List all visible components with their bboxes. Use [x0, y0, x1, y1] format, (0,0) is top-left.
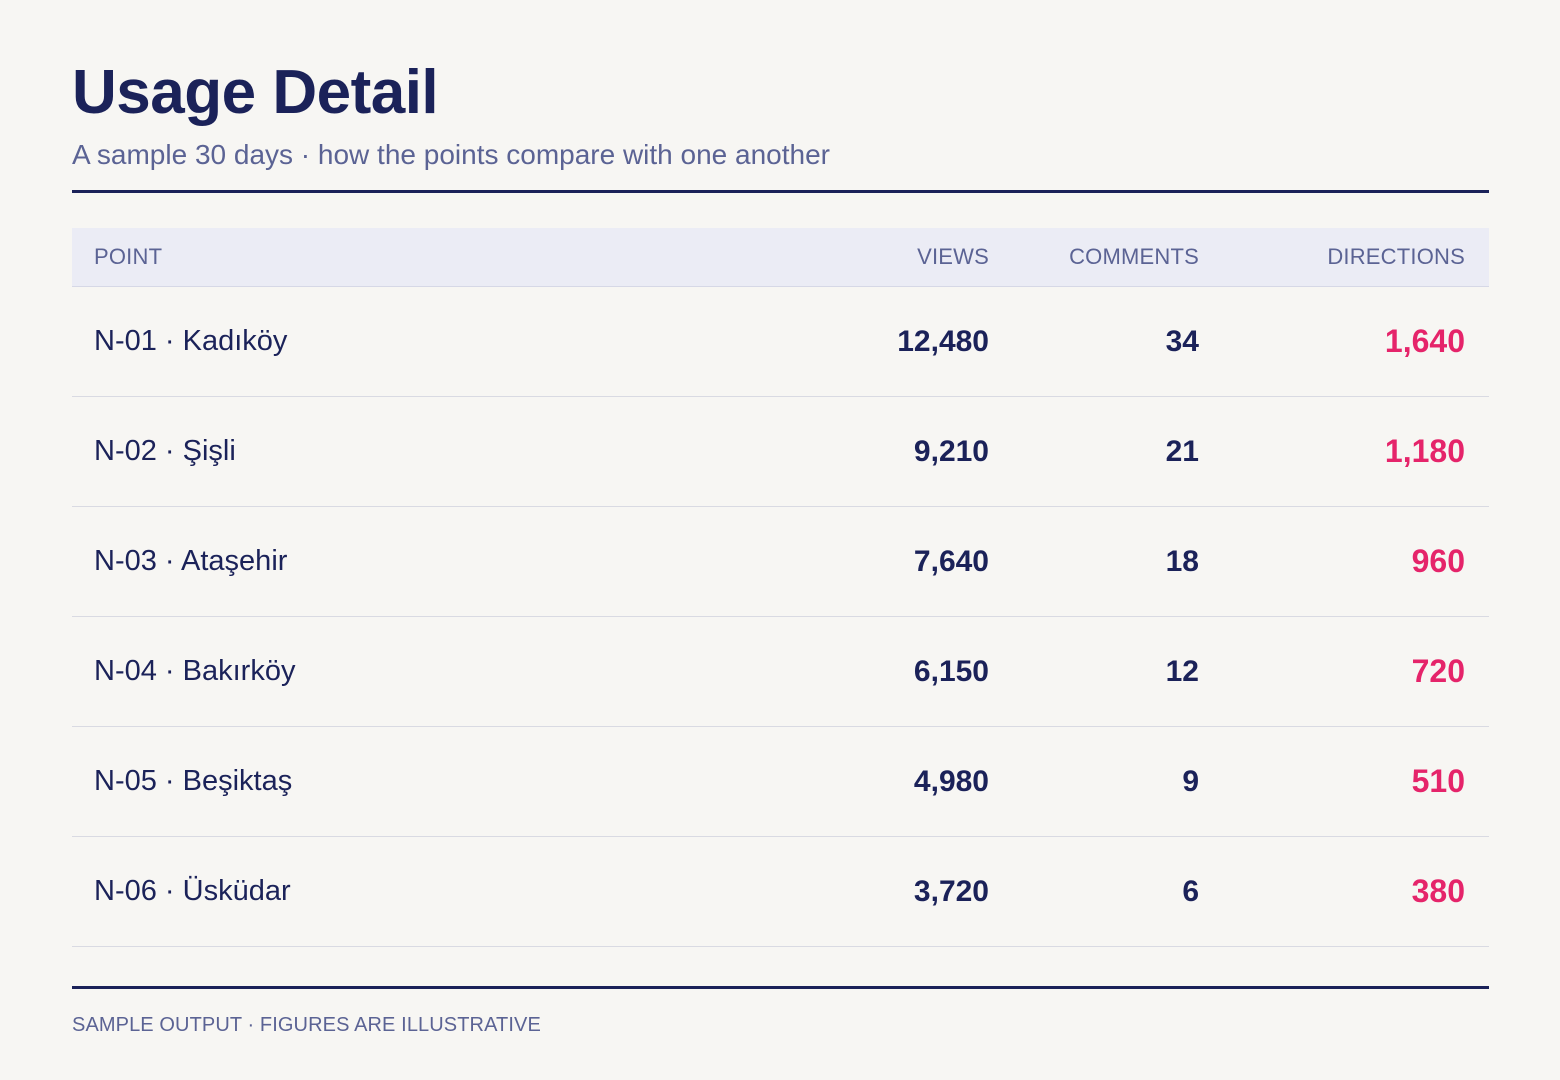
top-divider — [72, 190, 1489, 193]
column-header-point: POINT — [72, 228, 754, 287]
table-row: N-04 · Bakırköy 6,150 12 720 — [72, 616, 1489, 727]
cell-comments: 18 — [989, 506, 1199, 617]
table-row: N-02 · Şişli 9,210 21 1,180 — [72, 396, 1489, 507]
column-header-views: VIEWS — [754, 228, 989, 287]
column-header-directions: DIRECTIONS — [1199, 228, 1489, 287]
cell-comments: 21 — [989, 396, 1199, 507]
cell-views: 9,210 — [754, 396, 989, 507]
footnote: SAMPLE OUTPUT · FIGURES ARE ILLUSTRATIVE — [72, 1014, 541, 1036]
cell-comments: 6 — [989, 836, 1199, 947]
table-row: N-01 · Kadıköy 12,480 34 1,640 — [72, 286, 1489, 397]
cell-point: N-05 · Beşiktaş — [72, 726, 754, 837]
cell-directions: 380 — [1199, 836, 1489, 947]
cell-directions: 960 — [1199, 506, 1489, 617]
column-header-comments: COMMENTS — [989, 228, 1199, 287]
cell-point: N-03 · Ataşehir — [72, 506, 754, 617]
cell-comments: 12 — [989, 616, 1199, 727]
cell-directions: 510 — [1199, 726, 1489, 837]
cell-views: 7,640 — [754, 506, 989, 617]
table-row: N-06 · Üsküdar 3,720 6 380 — [72, 836, 1489, 947]
cell-point: N-04 · Bakırköy — [72, 616, 754, 727]
cell-comments: 34 — [989, 286, 1199, 397]
table-header: POINT VIEWS COMMENTS DIRECTIONS — [72, 228, 1489, 287]
table-row: N-03 · Ataşehir 7,640 18 960 — [72, 506, 1489, 617]
page-title: Usage Detail — [72, 58, 439, 127]
cell-comments: 9 — [989, 726, 1199, 837]
cell-views: 12,480 — [754, 286, 989, 397]
cell-point: N-02 · Şişli — [72, 396, 754, 507]
cell-views: 3,720 — [754, 836, 989, 947]
cell-directions: 1,640 — [1199, 286, 1489, 397]
cell-directions: 1,180 — [1199, 396, 1489, 507]
page-subtitle: A sample 30 days · how the points compar… — [72, 139, 830, 170]
cell-directions: 720 — [1199, 616, 1489, 727]
table-body: N-01 · Kadıköy 12,480 34 1,640 N-02 · Şi… — [72, 286, 1489, 947]
table-row: N-05 · Beşiktaş 4,980 9 510 — [72, 726, 1489, 837]
cell-point: N-06 · Üsküdar — [72, 836, 754, 947]
usage-table: POINT VIEWS COMMENTS DIRECTIONS N-01 · K… — [72, 228, 1489, 947]
cell-views: 6,150 — [754, 616, 989, 727]
cell-point: N-01 · Kadıköy — [72, 286, 754, 397]
header-row: POINT VIEWS COMMENTS DIRECTIONS — [72, 228, 1489, 287]
bottom-divider — [72, 986, 1489, 989]
cell-views: 4,980 — [754, 726, 989, 837]
